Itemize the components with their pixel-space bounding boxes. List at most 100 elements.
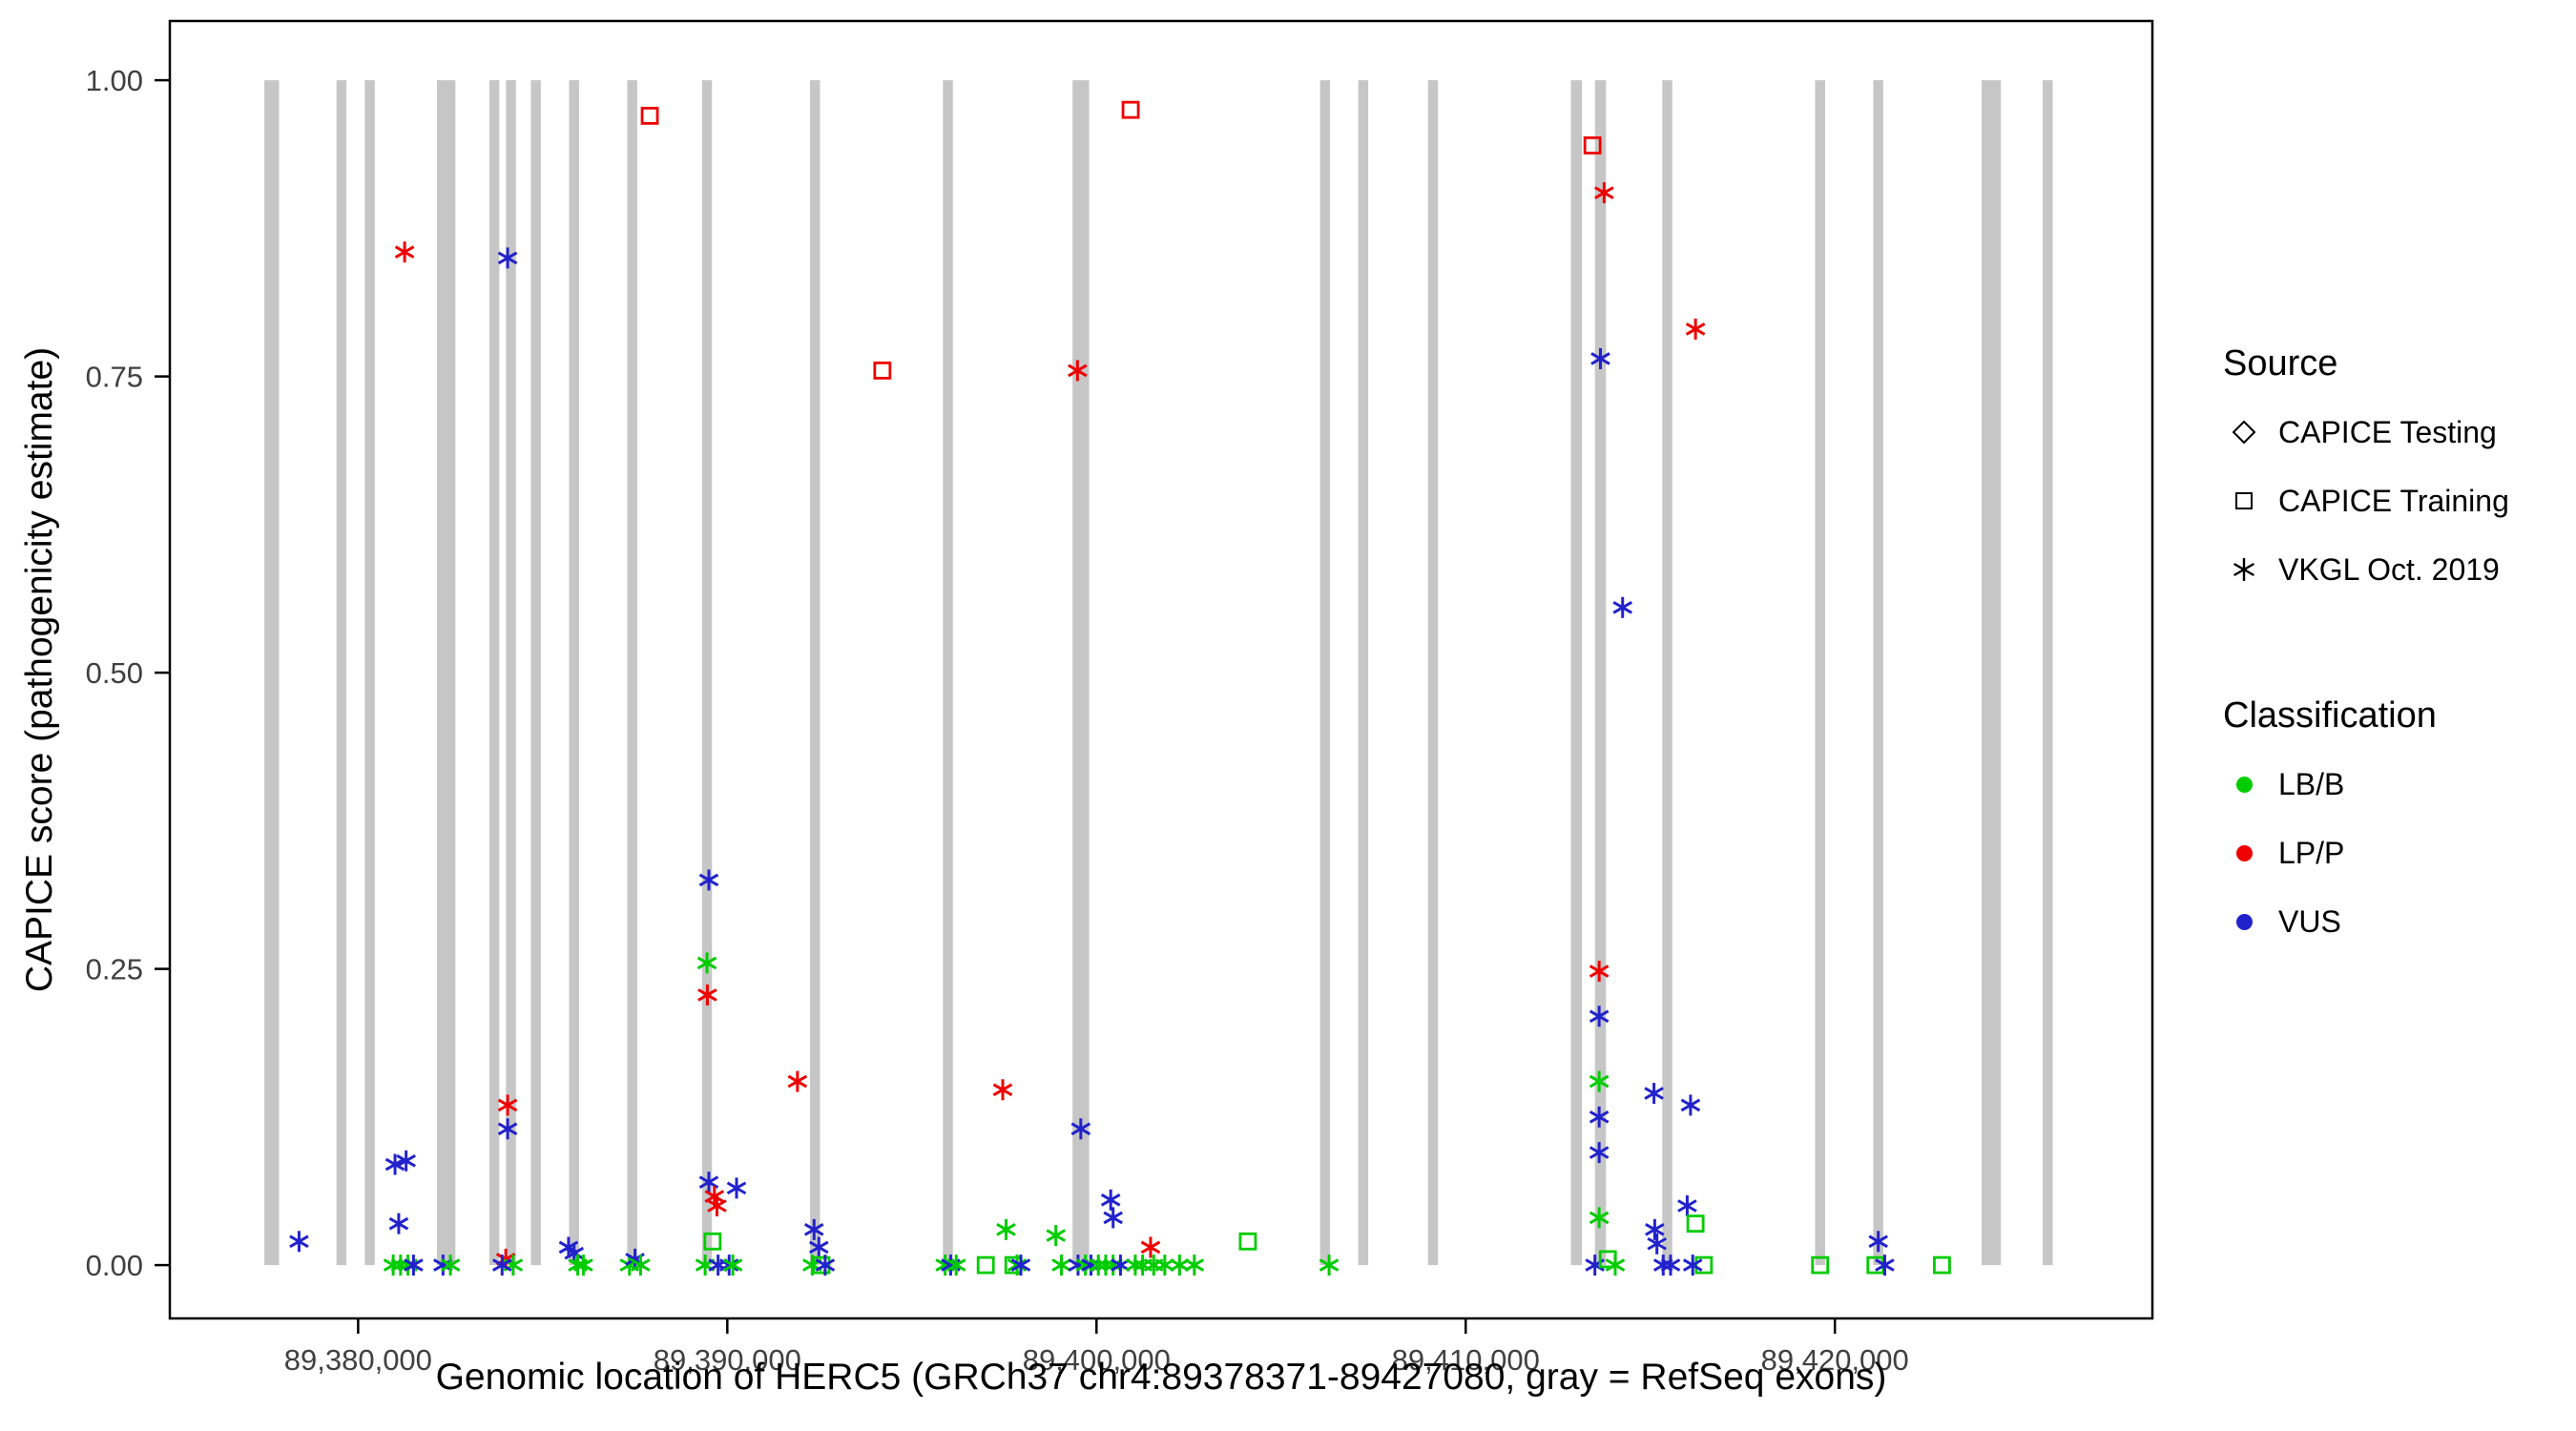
exon-bar [627, 80, 637, 1266]
data-point-square [1583, 136, 1602, 155]
data-point-asterisk [718, 1255, 739, 1276]
y-tick-label: 1.00 [86, 64, 143, 97]
data-point-square [873, 361, 892, 380]
data-point-asterisk [289, 1231, 309, 1253]
data-point-asterisk [1154, 1255, 1175, 1276]
data-point-square [1238, 1232, 1257, 1251]
exon-bar [506, 80, 516, 1266]
data-point-asterisk [698, 869, 719, 891]
x-tick-label: 89,390,000 [654, 1343, 801, 1377]
data-point-asterisk [1100, 1189, 1121, 1211]
exon-bar [1570, 80, 1583, 1266]
exon-bar [943, 80, 953, 1266]
exon-bar [1982, 80, 2002, 1266]
y-axis-title: CAPICE score (pathogenicity estimate) [19, 346, 60, 993]
data-point-asterisk [1644, 1083, 1664, 1105]
data-point-asterisk [707, 1195, 727, 1217]
exon-bar [1358, 80, 1369, 1266]
data-point-square [1933, 1255, 1951, 1275]
data-point-asterisk [1594, 182, 1614, 204]
data-point-asterisk [1170, 1255, 1190, 1276]
legend-classification-title: Classification [2223, 695, 2437, 736]
data-point-asterisk [698, 1172, 719, 1193]
data-point-asterisk [396, 1150, 416, 1172]
data-point-asterisk [1319, 1255, 1340, 1276]
data-point-asterisk [696, 952, 717, 974]
data-point-asterisk [497, 1118, 518, 1140]
data-point-asterisk [1143, 1255, 1164, 1276]
legend: Source CAPICE Testing CAPICE Training [2223, 343, 2566, 1047]
data-point-asterisk [1647, 1233, 1667, 1255]
data-point-asterisk [497, 247, 518, 269]
data-point-asterisk [992, 1079, 1013, 1101]
exon-bar [1594, 80, 1607, 1266]
data-point-asterisk [1103, 1207, 1123, 1229]
data-point-asterisk [1660, 1255, 1681, 1276]
data-point-square [1694, 1255, 1714, 1275]
data-point-asterisk [1589, 1106, 1610, 1128]
exon-bar [1815, 80, 1825, 1266]
y-tick-label: 0.75 [86, 361, 143, 394]
data-point-square [640, 106, 659, 125]
data-point-square [1121, 100, 1140, 119]
data-point-asterisk [573, 1255, 593, 1276]
data-point-asterisk [1682, 1255, 1703, 1276]
exon-bar [1662, 80, 1672, 1266]
data-point-asterisk [1140, 1236, 1161, 1258]
data-point-square [1686, 1214, 1705, 1234]
x-axis-title: Genomic location of HERC5 (GRCh37 chr4:8… [435, 1357, 1887, 1398]
exon-bar [701, 80, 713, 1266]
legend-class-dot [2235, 913, 2253, 930]
data-point-asterisk [394, 241, 415, 263]
legend-item-label: CAPICE Training [2278, 483, 2509, 518]
legend-source-title: Source [2223, 343, 2338, 384]
data-point-asterisk [945, 1255, 966, 1276]
exon-bar [488, 80, 500, 1266]
data-point-asterisk [491, 1255, 512, 1276]
exon-bar [569, 80, 579, 1266]
legend-classification-group: Classification LB/B LP/P VUS [2223, 695, 2566, 956]
y-tick-label: 0.50 [86, 656, 143, 690]
y-tick-label: 0.00 [86, 1249, 143, 1282]
legend-item-capice-testing: CAPICE Testing [2223, 398, 2566, 467]
data-point-asterisk [803, 1218, 824, 1240]
x-tick-label: 89,380,000 [284, 1343, 432, 1377]
y-tick-label: 0.25 [86, 953, 143, 986]
data-point-asterisk [1589, 961, 1610, 983]
legend-item-capice-training: CAPICE Training [2223, 467, 2566, 535]
data-point-asterisk [1605, 1255, 1626, 1276]
exon-bar [530, 80, 541, 1266]
legend-item-label: VUS [2278, 903, 2341, 939]
data-point-asterisk [1685, 318, 1706, 340]
legend-item-label: LB/B [2278, 766, 2345, 801]
asterisk-icon [2223, 549, 2265, 591]
data-point-asterisk [787, 1070, 808, 1092]
x-tick-label: 89,410,000 [1392, 1343, 1540, 1377]
data-point-asterisk [697, 984, 717, 1006]
data-point-asterisk [404, 1255, 424, 1276]
legend-item-lbb: LB/B [2223, 750, 2566, 819]
data-point-asterisk [1589, 1006, 1610, 1027]
exon-bar [1072, 80, 1090, 1266]
data-point-asterisk [1590, 347, 1610, 369]
exon-bar [2043, 80, 2053, 1266]
legend-class-dot [2235, 844, 2253, 861]
data-point-asterisk [388, 1213, 409, 1234]
exon-bar [1319, 80, 1331, 1266]
legend-item-label: VKGL Oct. 2019 [2278, 551, 2500, 587]
data-point-asterisk [1680, 1094, 1701, 1116]
data-point-asterisk [1589, 1070, 1610, 1092]
data-point-asterisk [1070, 1118, 1091, 1140]
plot-panel-border [168, 19, 2154, 1320]
data-point-asterisk [1612, 596, 1632, 618]
x-tick-label: 89,400,000 [1023, 1343, 1171, 1377]
legend-item-lpp: LP/P [2223, 819, 2566, 887]
exon-bar [809, 80, 821, 1266]
data-point-asterisk [1046, 1225, 1066, 1247]
data-point-asterisk [1677, 1195, 1697, 1217]
data-point-asterisk [1589, 1207, 1610, 1229]
data-point-asterisk [815, 1255, 836, 1276]
data-point-asterisk [1875, 1255, 1895, 1276]
